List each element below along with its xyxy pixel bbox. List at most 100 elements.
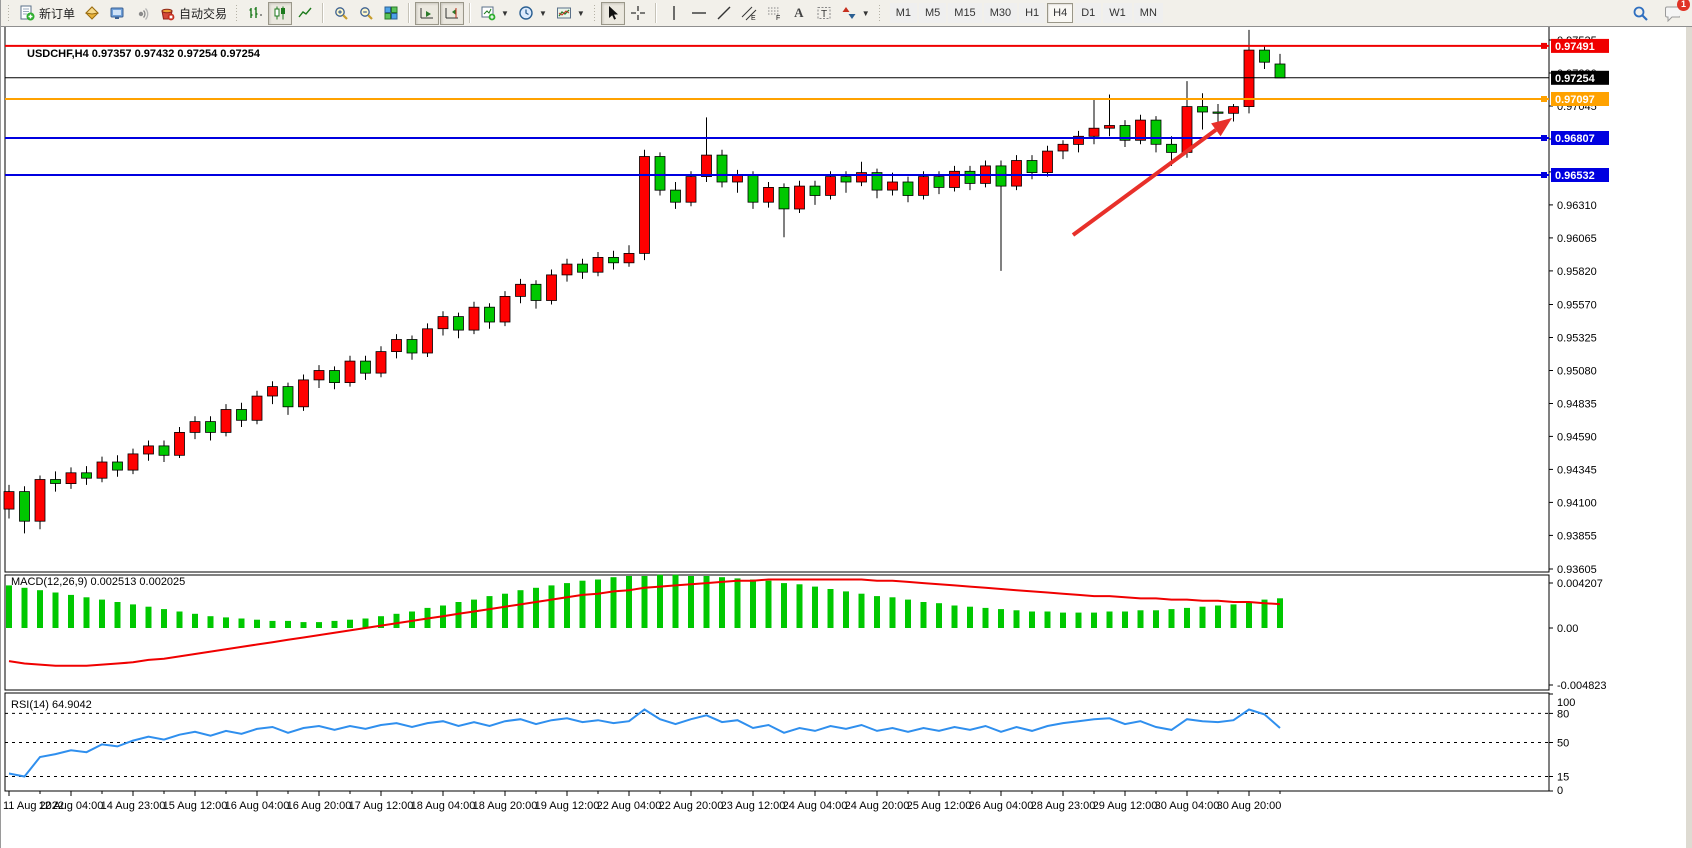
crosshair-icon [630,5,646,21]
crosshair-tool-button[interactable] [626,2,650,25]
ohlc-bars-icon [247,5,263,21]
hline-handle[interactable] [1541,96,1547,102]
svg-text:18 Aug 04:00: 18 Aug 04:00 [411,800,476,812]
autotrading-button[interactable]: 自动交易 [155,2,231,25]
arrows-dropdown[interactable]: ▼ [837,2,874,25]
svg-text:15 Aug 12:00: 15 Aug 12:00 [163,800,228,812]
timeframe-button-mn[interactable]: MN [1133,3,1163,23]
market-watch-button[interactable] [80,2,104,25]
chart-title: USDCHF,H4 0.97357 0.97432 0.97254 0.9725… [27,48,261,60]
svg-text:0: 0 [1557,785,1563,797]
zoom-in-button[interactable] [329,2,353,25]
rsi-label: RSI(14) 64.9042 [11,699,92,711]
timeframe-button-w1[interactable]: W1 [1103,3,1132,23]
template-chart-icon [556,5,572,21]
chart-area[interactable]: 0.977800.975350.972900.970450.968000.965… [1,27,1692,848]
timeframe-button-h1[interactable]: H1 [1019,3,1046,23]
timeframe-button-m5[interactable]: M5 [919,3,947,23]
new-order-button[interactable]: 新订单 [15,2,79,25]
timeframe-button-h4[interactable]: H4 [1047,3,1074,23]
svg-text:0.004207: 0.004207 [1557,578,1603,590]
new-chart-dropdown[interactable]: ▼ [476,2,513,25]
svg-text:0.96807: 0.96807 [1555,133,1595,145]
chevron-down-icon: ▼ [538,8,547,18]
cursor-tool-button[interactable] [600,1,625,25]
fibonacci-icon: F [766,5,782,21]
toolbar-grip[interactable] [592,4,597,22]
zoom-out-icon [358,5,374,21]
svg-text:25 Aug 12:00: 25 Aug 12:00 [907,800,972,812]
zoom-out-button[interactable] [354,2,378,25]
timeframe-button-m1[interactable]: M1 [889,3,917,23]
svg-text:28 Aug 23:00: 28 Aug 23:00 [1031,800,1096,812]
price-axis: 0.977800.975350.972900.970450.968000.965… [1549,35,1597,576]
svg-text:0.95325: 0.95325 [1557,333,1597,345]
svg-text:24 Aug 04:00: 24 Aug 04:00 [783,800,848,812]
trendline-tool-button[interactable] [712,2,736,25]
chart-shift-icon [444,5,460,21]
notification-badge: 1 [1677,0,1690,11]
vertical-line-tool-button[interactable] [662,2,686,25]
timeframe-button-d1[interactable]: D1 [1075,3,1102,23]
svg-text:0.95820: 0.95820 [1557,266,1597,278]
hline-handle[interactable] [1541,135,1547,141]
equidistant-channel-tool-button[interactable]: E [737,2,761,25]
horizontal-line-objects[interactable] [5,27,1549,178]
toolbar-separator [654,3,657,23]
timeframe-button-m30[interactable]: M30 [983,3,1018,23]
macd-axis: 0.004207 0.00 -0.004823 [1549,578,1607,692]
toolbar-separator [408,3,411,23]
rsi-levels [5,712,1549,777]
svg-text:0.94100: 0.94100 [1557,497,1597,509]
svg-text:30 Aug 20:00: 30 Aug 20:00 [1217,800,1282,812]
window-right-edge [1686,27,1692,848]
svg-text:0.95080: 0.95080 [1557,366,1597,378]
chevron-down-icon: ▼ [861,8,870,18]
text-label-tool-button[interactable]: T [812,2,836,25]
candlestick-chart-type-button[interactable] [268,1,293,25]
svg-text:0.96310: 0.96310 [1557,200,1597,212]
svg-text:0.93605: 0.93605 [1557,564,1597,576]
svg-text:18 Aug 20:00: 18 Aug 20:00 [473,800,538,812]
text-icon: A [794,5,804,20]
terminal-button[interactable] [105,2,129,25]
svg-text:22 Aug 20:00: 22 Aug 20:00 [659,800,724,812]
macd-histogram [6,574,1283,628]
periods-dropdown[interactable]: ▼ [514,2,551,25]
svg-text:-0.004823: -0.004823 [1557,680,1607,692]
svg-text:0.96532: 0.96532 [1555,170,1595,182]
timeframe-button-m15[interactable]: M15 [948,3,982,23]
auto-scroll-button[interactable] [415,1,440,25]
search-button[interactable] [1628,2,1652,25]
signal-icon [134,5,150,21]
price-badge [1551,131,1609,145]
svg-text:30 Aug 04:00: 30 Aug 04:00 [1155,800,1220,812]
price-badge [1551,70,1609,85]
templates-dropdown[interactable]: ▼ [552,2,589,25]
notifications-button[interactable]: 1 [1660,0,1690,25]
toolbar-right-group: 1 [1628,0,1690,25]
signals-button[interactable] [130,2,154,25]
price-badge [1551,168,1609,182]
bar-chart-type-button[interactable] [243,2,267,25]
svg-text:0.96065: 0.96065 [1557,233,1597,245]
line-chart-type-button[interactable] [293,2,317,25]
hline-handle[interactable] [1541,42,1547,49]
hline-handle[interactable] [1541,172,1547,178]
tile-windows-button[interactable] [379,2,403,25]
chart-shift-button[interactable] [440,1,465,25]
horizontal-line-icon [691,5,707,21]
toolbar-grip[interactable] [7,4,11,22]
svg-text:0.94345: 0.94345 [1557,464,1597,476]
trend-arrow[interactable] [1071,118,1232,237]
toolbar-grip[interactable] [235,4,240,22]
toolbar-grip[interactable] [877,4,882,22]
chart-canvas[interactable]: 0.977800.975350.972900.970450.968000.965… [1,27,1692,848]
toolbar-separator [469,3,472,23]
svg-text:0.93855: 0.93855 [1557,530,1597,542]
horizontal-line-tool-button[interactable] [687,2,711,25]
fibonacci-tool-button[interactable]: F [762,2,786,25]
text-tool-button[interactable]: A [787,2,811,25]
